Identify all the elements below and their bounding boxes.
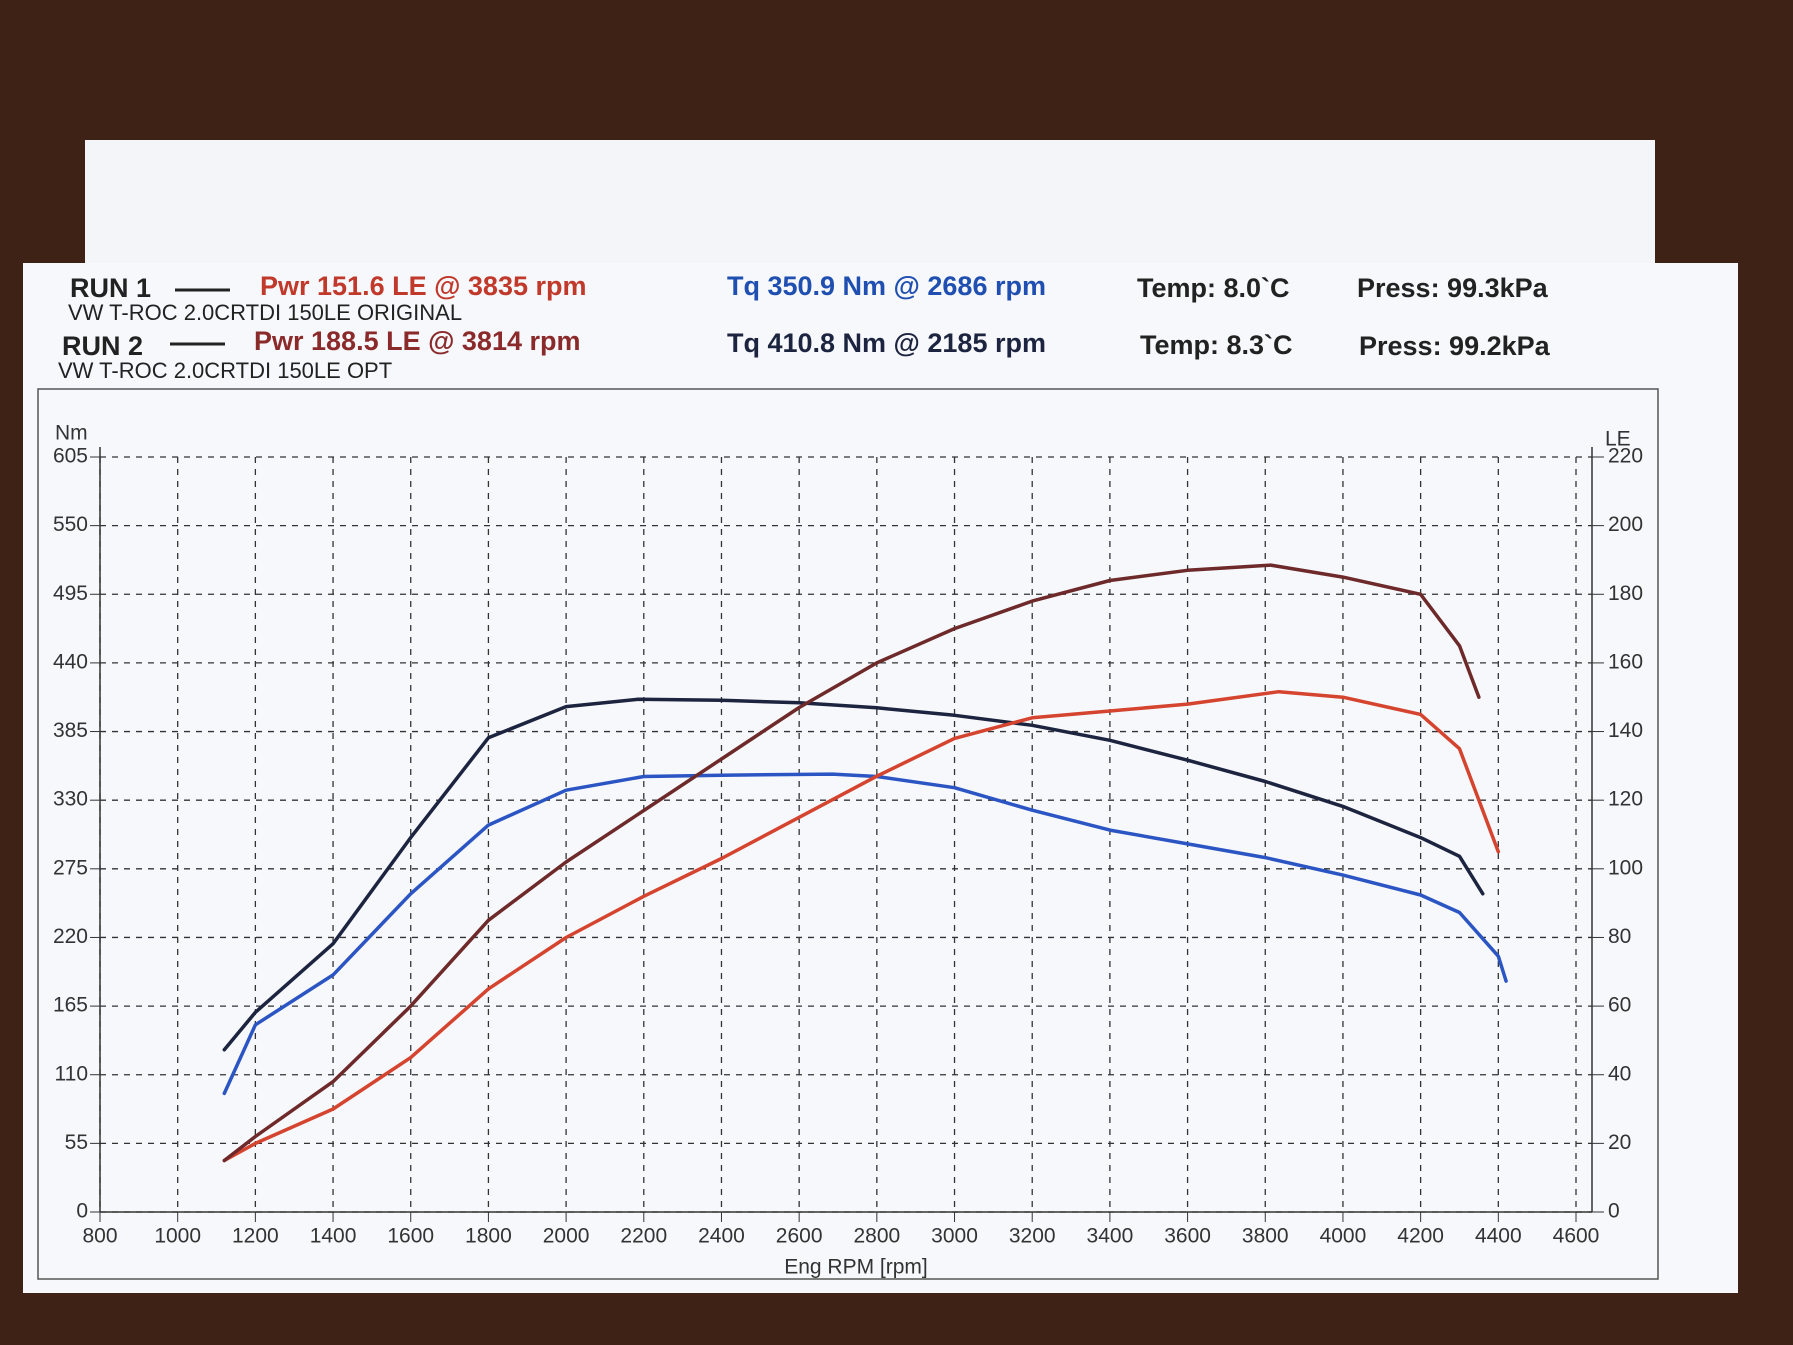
x-tick-label: 3600 [1164, 1225, 1211, 1248]
series-line [222, 772, 1508, 1096]
x-tick-label: 4200 [1397, 1225, 1444, 1248]
run-torque: Tq 410.8 Nm @ 2185 rpm [727, 328, 1046, 358]
run-description: VW T-ROC 2.0CRTDI 150LE OPT [58, 358, 392, 383]
y2-tick-label: 220 [1608, 445, 1643, 468]
x-tick-label: 2200 [620, 1225, 667, 1248]
y-tick-label: 165 [53, 994, 88, 1017]
series-line [222, 563, 1481, 1163]
x-tick-label: 1400 [310, 1225, 357, 1248]
series-line [222, 697, 1485, 1052]
run-press: Press: 99.2kPa [1359, 331, 1551, 361]
y-tick-label: 110 [55, 1062, 88, 1085]
y2-tick-label: 140 [1608, 719, 1643, 742]
x-tick-label: 3800 [1242, 1225, 1289, 1248]
x-tick-label: 4000 [1320, 1225, 1367, 1248]
run-power: Pwr 188.5 LE @ 3814 rpm [254, 326, 581, 356]
x-tick-label: 2400 [698, 1225, 745, 1248]
x-tick-label: 2600 [776, 1225, 823, 1248]
plot-frame [37, 388, 1659, 1280]
y-tick-label: 495 [53, 582, 88, 605]
y2-tick-label: 40 [1608, 1062, 1631, 1085]
series-line [222, 689, 1501, 1163]
run-temp: Temp: 8.0`C [1137, 273, 1290, 303]
y2-tick-label: 180 [1608, 582, 1643, 605]
y-tick-label: 220 [53, 925, 88, 948]
x-tick-label: 1000 [154, 1225, 201, 1248]
y2-tick-label: 160 [1608, 650, 1643, 673]
x-tick-label: 2000 [543, 1225, 590, 1248]
y2-tick-label: 60 [1608, 994, 1631, 1017]
x-tick-label: 3000 [931, 1225, 978, 1248]
y2-tick-label: 80 [1608, 925, 1631, 948]
y-axis-label: Nm [55, 422, 88, 445]
x-tick-label: 1600 [387, 1225, 434, 1248]
x-tick-label: 1200 [232, 1225, 279, 1248]
x-tick-label: 800 [82, 1225, 117, 1248]
x-tick-label: 3200 [1009, 1225, 1056, 1248]
run-label: RUN 2 [62, 331, 143, 361]
run-label: RUN 1 [70, 273, 151, 303]
y-tick-label: 0 [76, 1200, 88, 1223]
y-tick-label: 330 [53, 788, 88, 811]
y2-tick-label: 0 [1608, 1200, 1620, 1223]
y2-axis-label: LE [1605, 428, 1631, 451]
y2-tick-label: 200 [1608, 513, 1643, 536]
run-temp: Temp: 8.3`C [1140, 330, 1293, 360]
y2-tick-label: 100 [1608, 856, 1643, 879]
x-tick-label: 1800 [465, 1225, 512, 1248]
y-tick-label: 440 [53, 650, 88, 673]
y-tick-label: 55 [65, 1131, 88, 1154]
x-axis-label: Eng RPM [rpm] [784, 1256, 928, 1279]
x-tick-label: 4400 [1475, 1225, 1522, 1248]
y2-tick-label: 120 [1608, 788, 1643, 811]
run-description: VW T-ROC 2.0CRTDI 150LE ORIGINAL [68, 300, 462, 325]
run-power: Pwr 151.6 LE @ 3835 rpm [260, 271, 587, 301]
y-tick-label: 275 [53, 856, 88, 879]
y-tick-label: 550 [53, 513, 88, 536]
y2-tick-label: 20 [1608, 1131, 1631, 1154]
run-torque: Tq 350.9 Nm @ 2686 rpm [727, 271, 1046, 301]
x-tick-label: 2800 [853, 1225, 900, 1248]
x-tick-label: 3400 [1087, 1225, 1134, 1248]
y-tick-label: 605 [53, 445, 88, 468]
x-tick-label: 4600 [1553, 1225, 1600, 1248]
run-press: Press: 99.3kPa [1357, 273, 1549, 303]
y-tick-label: 385 [53, 719, 88, 742]
